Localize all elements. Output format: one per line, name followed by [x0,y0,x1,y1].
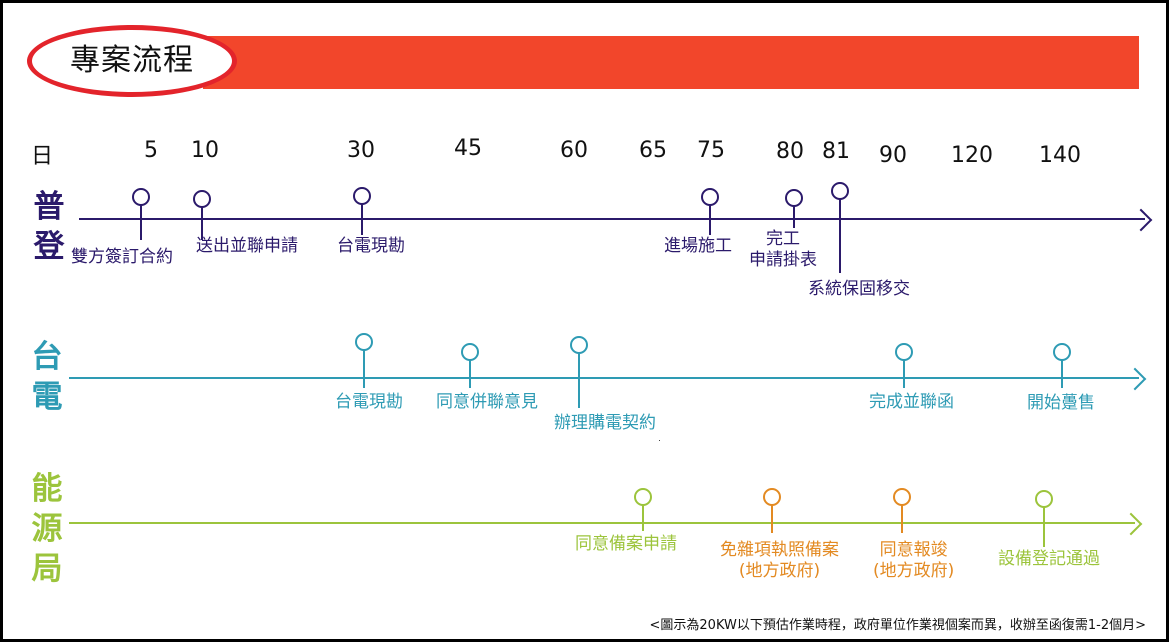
milestone-node [461,343,479,361]
milestone-label: 台電現勘 [335,392,403,412]
day-tick: 5 [144,138,158,163]
milestone-node [1053,343,1071,361]
milestone-stem [1043,507,1045,547]
milestone-node [895,343,913,361]
stray-dot [659,440,660,441]
day-tick: 10 [191,138,219,163]
milestone-label: 同意報竣 (地方政府) [873,540,955,581]
title-oval [27,25,237,97]
milestone-stem [578,353,580,408]
milestone-stem [201,207,203,240]
timeline-axis-energy-bureau [69,522,1135,524]
day-tick: 60 [560,138,588,163]
milestone-label: 完工 申請掛表 [749,229,817,270]
milestone-stem [140,205,142,240]
timeline-axis-taipower [69,377,1139,379]
milestone-node [763,488,781,506]
milestone-label: 送出並聯申請 [196,236,298,256]
row-label-pudeng: 普 登 [29,187,69,267]
milestone-label: 進場施工 [664,236,732,256]
row-label-char: 源 [31,511,63,547]
milestone-node [1035,490,1053,508]
day-tick: 120 [951,143,993,168]
row-label-taipower: 台 電 [27,337,67,417]
milestone-label: 系統保固移交 [808,279,910,299]
milestone-node [193,190,211,208]
day-tick: 81 [822,139,850,164]
milestone-node [353,187,371,205]
milestone-label: 同意備案申請 [575,534,677,554]
milestone-node [570,336,588,354]
milestone-stem [903,360,905,388]
milestone-label: 雙方簽訂合約 [71,247,173,267]
milestone-node [701,188,719,206]
milestone-stem [361,204,363,235]
milestone-node [634,488,652,506]
milestone-label: 完成並聯函 [869,392,954,412]
row-label-char: 普 [33,189,65,225]
milestone-stem [901,505,903,533]
header-bar [203,36,1139,89]
day-tick: 30 [347,138,375,163]
milestone-label: 設備登記通過 [998,549,1100,569]
arrow-head-icon [1129,208,1153,232]
milestone-stem [793,206,795,228]
day-tick: 75 [697,138,725,163]
row-label-char: 電 [31,379,63,415]
milestone-label: 免雜項執照備案 (地方政府) [720,540,839,581]
milestone-label: 開始躉售 [1027,393,1095,413]
timeline-axis-pudeng [79,218,1145,220]
milestone-node [355,333,373,351]
milestone-stem [363,350,365,388]
page-title: 專案流程 [70,43,194,78]
milestone-stem [1061,360,1063,388]
arrow-head-icon [1123,367,1147,391]
milestone-node [132,188,150,206]
milestone-node [893,488,911,506]
milestone-stem [642,505,644,531]
milestone-stem [839,199,841,273]
row-label-char: 局 [31,551,63,587]
arrow-head-icon [1119,512,1143,536]
milestone-stem [469,360,471,388]
row-label-energy-bureau: 能 源 局 [27,469,67,589]
day-tick: 140 [1039,143,1081,168]
row-label-char: 台 [31,339,63,375]
milestone-node [785,189,803,207]
milestone-node [831,182,849,200]
day-tick: 65 [639,138,667,163]
day-axis-label: 日 [31,144,54,169]
day-tick: 90 [879,143,907,168]
footnote: <圖示為20KW以下預估作業時程，政府單位作業視個案而異，收辦至函復需1-2個月… [649,618,1146,633]
milestone-label: 辦理購電契約 [554,413,656,433]
row-label-char: 登 [33,229,65,265]
day-tick: 80 [776,139,804,164]
row-label-char: 能 [31,471,63,507]
milestone-label: 同意併聯意見 [436,392,538,412]
milestone-label: 台電現勘 [337,236,405,256]
milestone-stem [709,205,711,235]
milestone-stem [771,505,773,533]
day-tick: 45 [454,136,482,161]
